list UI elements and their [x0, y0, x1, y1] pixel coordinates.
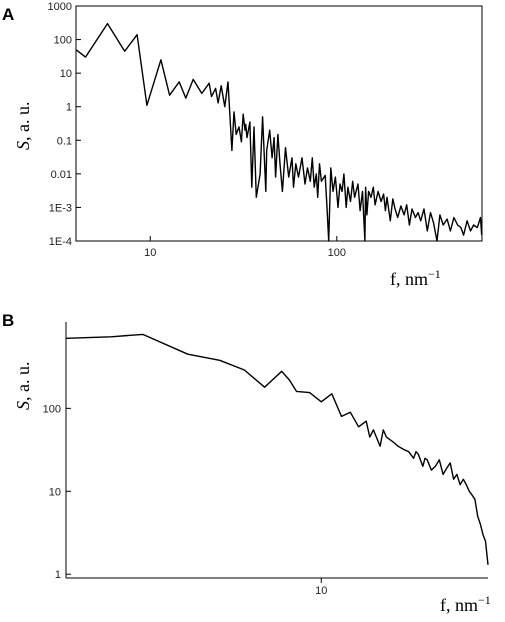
panel-a-xlabel: f, nm−1: [390, 267, 441, 289]
panel-a-y-tick-label: 1000: [48, 1, 72, 13]
panel-b-y-tick-label: 100: [43, 403, 61, 415]
panel-a-y-tick-label: 100: [54, 35, 72, 47]
panel-a-y-tick-label: 1E-4: [49, 236, 72, 248]
panel-b-series-line: [65, 333, 489, 565]
panel-a-x-ticks: 10 100: [144, 236, 346, 259]
panel-a-y-tick-label: 10: [60, 68, 72, 80]
panel-b-x-ticks: 10: [315, 578, 327, 597]
panel-b-y-tick-label: 10: [49, 486, 61, 498]
panel-a-label: A: [2, 5, 14, 24]
panel-b-ylabel: S, a. u.: [13, 362, 33, 411]
panel-a-series-line: [75, 22, 483, 242]
panel-a-axes-frame: [75, 5, 483, 242]
panel-b-xlabel: f, nm−1: [440, 593, 491, 615]
panel-b-y-ticks: 100 10 1: [43, 403, 71, 581]
panel-a-y-tick-label: 0.01: [51, 169, 72, 181]
panel-a-y-ticks: 1000 100 10 1 0.1 0.01 1E-3 1E-4: [48, 1, 81, 248]
panel-a-x-tick-label: 10: [144, 247, 156, 259]
panel-b-y-tick-label: 1: [55, 569, 61, 581]
panel-a-x-tick-label: 100: [328, 247, 346, 259]
panel-a-y-tick-label: 0.1: [57, 135, 72, 147]
panel-a-y-tick-label: 1E-3: [49, 202, 72, 214]
panel-b: B S, a. u. 100 10 1 10 f, nm−1: [2, 311, 491, 615]
panel-b-x-tick-label: 10: [315, 585, 327, 597]
panel-b-label: B: [2, 311, 14, 330]
panel-a-ylabel: S, a. u.: [13, 102, 33, 151]
panel-a-y-tick-label: 1: [66, 102, 72, 114]
